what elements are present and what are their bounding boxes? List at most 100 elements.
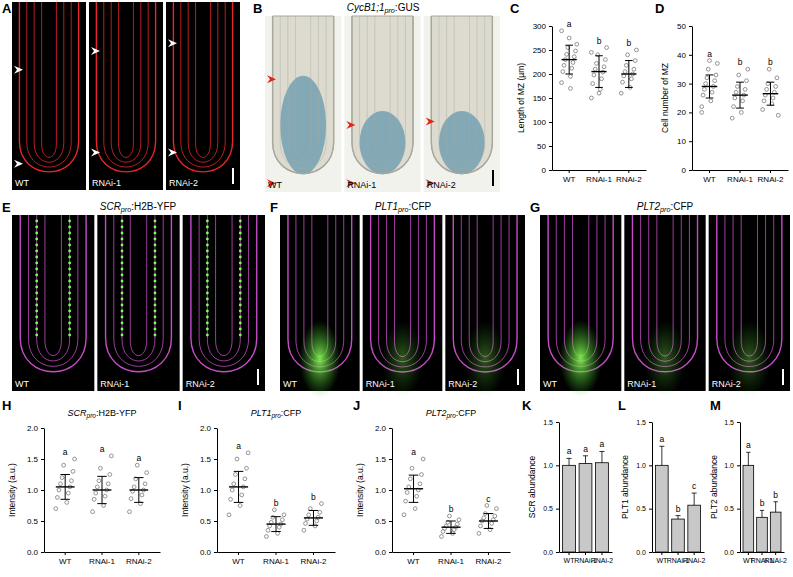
panel-title: SCRpro:H2B-YFP bbox=[100, 201, 177, 214]
nucleus bbox=[239, 268, 242, 271]
nucleus bbox=[239, 304, 242, 307]
data-point bbox=[232, 482, 236, 486]
nucleus bbox=[154, 286, 157, 289]
chart-panel: KSCR abundanceaaa0.00.51.01.5WTRNAi-1RNA… bbox=[522, 398, 613, 564]
data-point bbox=[709, 99, 713, 103]
plot-area bbox=[560, 29, 639, 100]
micrograph-background bbox=[424, 16, 500, 192]
data-point bbox=[402, 513, 406, 517]
x-tick-mark bbox=[678, 552, 679, 555]
scale-bar bbox=[257, 369, 259, 385]
error-bar-cap bbox=[309, 510, 319, 511]
panel-letter: G bbox=[530, 200, 540, 215]
data-point bbox=[282, 513, 286, 517]
y-tick: 1.0 bbox=[543, 462, 559, 469]
nucleus bbox=[35, 292, 38, 295]
nucleus bbox=[121, 274, 124, 277]
data-point bbox=[730, 116, 734, 120]
y-tick: 0.5 bbox=[543, 505, 559, 512]
data-point bbox=[66, 491, 70, 495]
x-tick-mark bbox=[276, 552, 277, 555]
panel-title: PLT2pro:CFP bbox=[637, 201, 694, 214]
x-tick-mark bbox=[709, 170, 710, 173]
micrograph: WT bbox=[12, 2, 86, 190]
panel-title: PLT1pro:CFP bbox=[375, 201, 432, 214]
error-bar-cap bbox=[134, 502, 143, 503]
data-point bbox=[589, 51, 593, 55]
y-tick-mark bbox=[549, 74, 552, 75]
y-tick: 1.5 bbox=[375, 455, 392, 464]
data-point bbox=[705, 76, 709, 80]
x-tick-mark bbox=[740, 170, 741, 173]
micrograph: WT bbox=[280, 215, 360, 398]
nucleus bbox=[239, 232, 242, 235]
nucleus bbox=[68, 310, 71, 313]
y-tick: 50 bbox=[677, 22, 692, 31]
data-point bbox=[598, 87, 602, 91]
error-bar-cap bbox=[271, 531, 281, 532]
cell-file bbox=[431, 16, 492, 174]
cell-file bbox=[37, 215, 70, 361]
error-bar bbox=[659, 446, 664, 465]
chart-panel: MPLT2 abundanceabb0.00.51.01.5WTRNAi-1RN… bbox=[709, 398, 787, 564]
y-tick-mark bbox=[737, 509, 740, 510]
x-axis: WTRNAi-1RNAi-2 bbox=[553, 170, 647, 184]
error-bar-cap bbox=[234, 502, 244, 503]
x-axis: WTRNAi-1RNAi-2 bbox=[653, 552, 706, 564]
image-panel: GPLT2pro:CFPWTRNAi-1RNAi-2 bbox=[530, 200, 790, 397]
data-point bbox=[713, 79, 717, 83]
y-tick: 20 bbox=[677, 108, 692, 117]
data-point bbox=[715, 62, 719, 66]
nucleus bbox=[206, 322, 209, 325]
error-bar-stem bbox=[413, 475, 414, 502]
data-point bbox=[73, 457, 77, 461]
error-bar-stem bbox=[740, 82, 741, 108]
plot-area bbox=[700, 59, 780, 120]
data-point bbox=[592, 73, 596, 77]
data-point bbox=[440, 535, 444, 539]
x-tick: RNAi-1 bbox=[727, 170, 753, 184]
nucleus bbox=[68, 244, 71, 247]
nucleus bbox=[35, 226, 38, 229]
error-bar-stem bbox=[694, 493, 695, 505]
x-tick: RNAi-2 bbox=[764, 552, 787, 564]
x-tick-label: RNAi-2 bbox=[683, 557, 706, 564]
error-bar-cap bbox=[706, 74, 714, 75]
data-point bbox=[60, 476, 64, 480]
error-bar-cap bbox=[60, 499, 69, 500]
error-bar-stem bbox=[748, 452, 749, 465]
significance-letter: a bbox=[136, 453, 141, 463]
error-bar-cap bbox=[746, 452, 750, 453]
y-tick: 1.0 bbox=[27, 486, 44, 495]
scale-bar bbox=[232, 168, 234, 184]
y-tick: 10 bbox=[677, 137, 692, 146]
nucleus bbox=[239, 328, 242, 331]
cell-file bbox=[104, 2, 148, 167]
error-bar-cap bbox=[767, 82, 775, 83]
y-tick-mark bbox=[214, 490, 217, 491]
y-tick-label: 0.5 bbox=[636, 505, 646, 512]
data-point bbox=[132, 485, 136, 489]
y-axis-title: Intensity (a.u.) bbox=[180, 463, 190, 517]
data-point bbox=[561, 70, 565, 74]
nucleus bbox=[35, 304, 38, 307]
data-point bbox=[143, 482, 147, 486]
micrograph: WT bbox=[540, 215, 621, 397]
data-point bbox=[737, 73, 741, 77]
data-point bbox=[128, 510, 132, 514]
y-tick-label: 0.5 bbox=[724, 505, 734, 512]
y-tick-label: 2.0 bbox=[375, 424, 387, 433]
nucleus bbox=[121, 280, 124, 283]
cell-file bbox=[207, 215, 240, 361]
error-bar-cap bbox=[625, 60, 633, 61]
cell-file bbox=[114, 215, 163, 366]
y-tick-mark bbox=[649, 509, 652, 510]
data-point bbox=[739, 111, 743, 115]
error-bar-cap bbox=[599, 451, 604, 452]
nucleus bbox=[35, 244, 38, 247]
nucleus bbox=[154, 274, 157, 277]
micrograph-label: WT bbox=[543, 379, 557, 389]
y-axis-line bbox=[740, 423, 741, 553]
data-point bbox=[302, 528, 306, 532]
y-tick-label: 1.0 bbox=[27, 486, 39, 495]
